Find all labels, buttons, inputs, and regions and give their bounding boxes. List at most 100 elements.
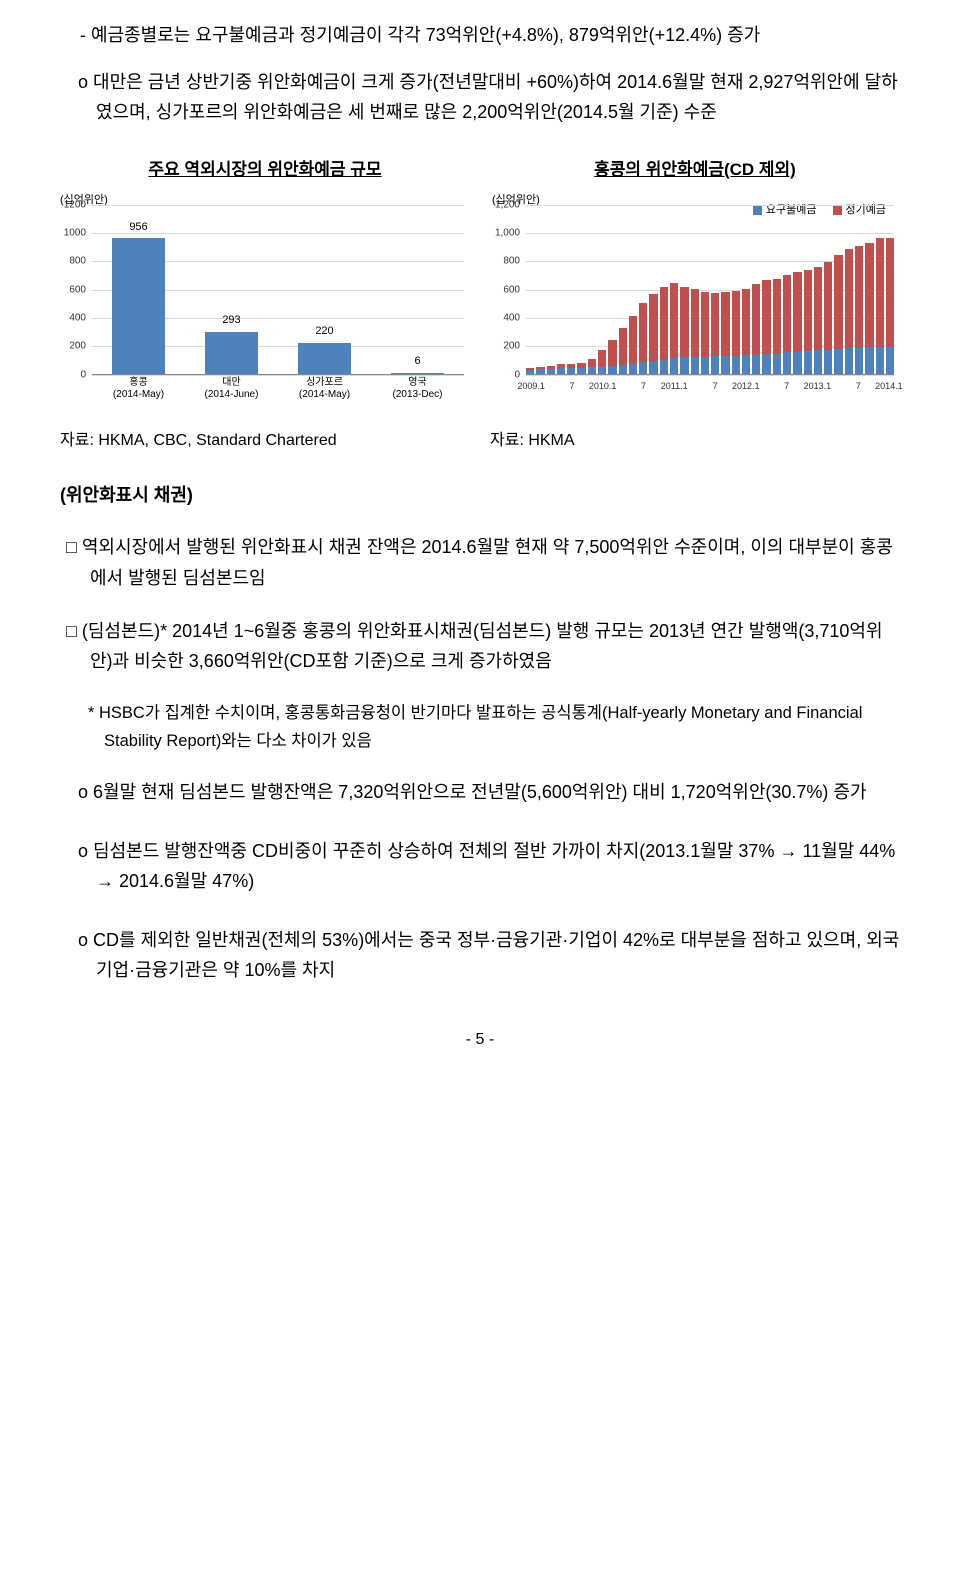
- bar-group: 293대만(2014-June): [185, 311, 278, 373]
- chart-1-title: 주요 역외시장의 위안화예금 규모: [60, 156, 470, 185]
- stacked-bar: [742, 289, 750, 374]
- stacked-segment-a: [732, 356, 740, 374]
- stacked-segment-b: [804, 270, 812, 351]
- bar-value-label: 956: [129, 218, 147, 237]
- bar-group: 6영국(2013-Dec): [371, 352, 464, 374]
- stacked-bar: [660, 287, 668, 373]
- bar: [112, 238, 166, 373]
- bar-value-label: 220: [315, 322, 333, 341]
- stacked-segment-b: [619, 328, 627, 365]
- stacked-bar: [834, 255, 842, 373]
- x-tick-label: 2012.1: [732, 379, 760, 394]
- chart-1-bar-area: 956홍콩(2014-May)293대만(2014-June)220싱가포르(2…: [92, 205, 464, 375]
- x-tick-label: 7: [569, 379, 574, 394]
- stacked-segment-a: [557, 368, 565, 374]
- stacked-segment-b: [660, 287, 668, 359]
- stacked-segment-a: [598, 367, 606, 374]
- stacked-segment-b: [732, 291, 740, 355]
- stacked-segment-a: [577, 368, 585, 374]
- stacked-bar: [588, 359, 596, 374]
- stacked-segment-b: [588, 359, 596, 368]
- stacked-bar: [629, 316, 637, 374]
- x-tick-label: 2013.1: [804, 379, 832, 394]
- stacked-bar: [557, 364, 565, 373]
- stacked-segment-a: [834, 349, 842, 374]
- stacked-segment-b: [773, 279, 781, 354]
- stacked-bar: [793, 272, 801, 373]
- x-tick-label: 7: [641, 379, 646, 394]
- stacked-segment-a: [886, 347, 894, 374]
- stacked-segment-b: [752, 284, 760, 355]
- paragraph-taiwan: o 대만은 금년 상반기중 위안화예금이 크게 증가(전년말대비 +60%)하여…: [60, 67, 900, 128]
- paragraph-deposit-types: - 예금종별로는 요구불예금과 정기예금이 각각 73억위안(+4.8%), 8…: [60, 20, 900, 51]
- chart-2-xticks: 2009.172010.172011.172012.172013.172014.…: [526, 379, 894, 399]
- stacked-segment-a: [680, 357, 688, 373]
- stacked-segment-a: [701, 357, 709, 374]
- stacked-bar: [732, 291, 740, 374]
- chart-2-title: 홍콩의 위안화예금(CD 제외): [490, 156, 900, 185]
- stacked-segment-a: [742, 355, 750, 373]
- stacked-segment-a: [793, 352, 801, 374]
- stacked-segment-a: [783, 352, 791, 373]
- stacked-segment-b: [865, 243, 873, 348]
- stacked-segment-a: [649, 361, 657, 374]
- stacked-segment-a: [762, 354, 770, 374]
- stacked-bar: [721, 292, 729, 373]
- stacked-segment-a: [629, 364, 637, 374]
- stacked-bar: [608, 340, 616, 373]
- stacked-segment-b: [876, 238, 884, 347]
- stacked-segment-a: [855, 348, 863, 374]
- stacked-segment-b: [855, 246, 863, 348]
- x-tick-label: 7: [856, 379, 861, 394]
- stacked-segment-a: [876, 347, 884, 374]
- stacked-bar: [670, 283, 678, 374]
- chart-1-column: 주요 역외시장의 위안화예금 규모 (십억위안) 020040060080010…: [60, 156, 470, 454]
- stacked-bar: [783, 275, 791, 374]
- stacked-segment-b: [834, 255, 842, 349]
- stacked-segment-b: [701, 292, 709, 357]
- stacked-segment-b: [793, 272, 801, 351]
- stacked-segment-b: [814, 267, 822, 351]
- stacked-bar: [886, 238, 894, 373]
- stacked-segment-a: [773, 354, 781, 374]
- stacked-bar: [814, 267, 822, 374]
- stacked-bar: [547, 366, 555, 374]
- x-tick-label: 7: [713, 379, 718, 394]
- bar: [391, 373, 445, 374]
- stacked-segment-a: [824, 350, 832, 374]
- chart-1-yticks: 020040060080010001200: [60, 205, 90, 375]
- paragraph-footnote: * HSBC가 집계한 수치이며, 홍콩통화금융청이 반기마다 발표하는 공식통…: [60, 699, 900, 755]
- x-tick-label: 2011.1: [661, 379, 688, 394]
- stacked-segment-b: [639, 303, 647, 363]
- page-number: - 5 -: [60, 1026, 900, 1053]
- bar-chart: (십억위안) 020040060080010001200 956홍콩(2014-…: [60, 191, 470, 421]
- stacked-segment-b: [762, 280, 770, 354]
- stacked-segment-a: [752, 355, 760, 374]
- paragraph-bonds-1: □ 역외시장에서 발행된 위안화표시 채권 잔액은 2014.6월말 현재 약 …: [60, 532, 900, 593]
- stacked-segment-b: [629, 316, 637, 364]
- bar: [298, 343, 352, 374]
- chart-2-bar-area: [526, 205, 894, 375]
- stacked-segment-b: [721, 292, 729, 356]
- paragraph-bonds-2: □ (딤섬본드)* 2014년 1~6월중 홍콩의 위안화표시채권(딤섬본드) …: [60, 616, 900, 677]
- stacked-bar: [804, 270, 812, 373]
- chart-2-source: 자료: HKMA: [490, 427, 900, 454]
- stacked-segment-b: [783, 275, 791, 353]
- stacked-bar: [773, 279, 781, 374]
- stacked-bar: [536, 367, 544, 374]
- stacked-bar: [598, 350, 606, 374]
- stacked-segment-b: [680, 287, 688, 358]
- stacked-segment-a: [660, 360, 668, 374]
- stacked-bar: [711, 293, 719, 374]
- stacked-bar: [824, 262, 832, 374]
- stacked-segment-a: [547, 369, 555, 374]
- stacked-segment-b: [649, 294, 657, 361]
- stacked-bar: [855, 246, 863, 374]
- stacked-segment-b: [691, 289, 699, 357]
- charts-row: 주요 역외시장의 위안화예금 규모 (십억위안) 020040060080010…: [60, 156, 900, 454]
- stacked-bar: [865, 243, 873, 374]
- stacked-segment-b: [845, 249, 853, 348]
- stacked-segment-b: [598, 350, 606, 367]
- stacked-chart: (십억위안) 요구불예금 정기예금 02004006008001,0001,20…: [490, 191, 900, 421]
- stacked-segment-a: [845, 348, 853, 373]
